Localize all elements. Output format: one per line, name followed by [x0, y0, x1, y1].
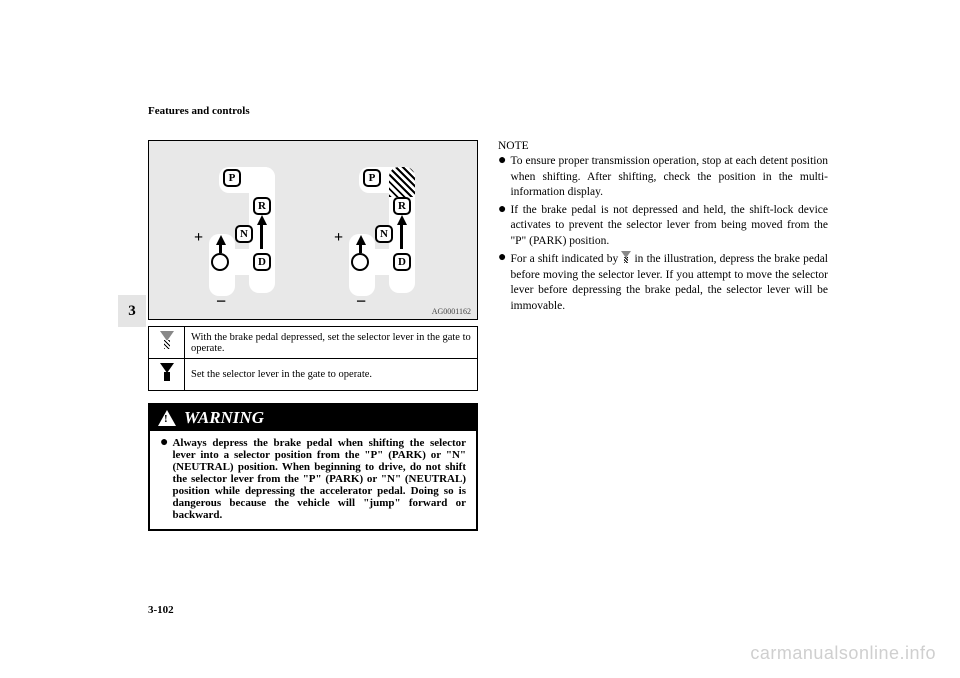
minus-label: −	[356, 291, 366, 312]
watermark: carmanualsonline.info	[750, 643, 936, 664]
table-row: With the brake pedal depressed, set the …	[149, 327, 478, 359]
gear-r-badge: R	[393, 197, 411, 215]
gear-n-badge: N	[235, 225, 253, 243]
hatched-down-arrow-icon	[621, 251, 631, 263]
note-text: For a shift indicated by in the illustra…	[510, 251, 828, 314]
gear-r-badge: R	[253, 197, 271, 215]
shifter-diagram: P R N D + − P R N	[148, 140, 478, 320]
shifter-knob-icon	[351, 253, 369, 271]
legend-table: With the brake pedal depressed, set the …	[148, 326, 478, 391]
arrow-icon	[356, 235, 366, 245]
page-number: 3-102	[148, 604, 174, 616]
gear-p-badge: P	[223, 169, 241, 187]
shifter-left: P R N D + −	[194, 159, 304, 299]
bullet-icon: ●	[498, 251, 506, 314]
arrow-icon	[216, 235, 226, 245]
right-column: NOTE ● To ensure proper transmission ope…	[498, 140, 828, 316]
arrow-icon	[257, 215, 267, 225]
shifter-right: P R N D + −	[334, 159, 444, 299]
chapter-tab: 3	[118, 295, 146, 327]
warning-body: ● Always depress the brake pedal when sh…	[150, 431, 476, 529]
warning-box: WARNING ● Always depress the brake pedal…	[148, 403, 478, 531]
section-header: Features and controls	[148, 105, 250, 117]
warning-header: WARNING	[150, 405, 476, 431]
arrow-icon	[397, 215, 407, 225]
note-item: ● To ensure proper transmission operatio…	[498, 154, 828, 201]
diagram-id: AG0001162	[432, 307, 471, 316]
table-row: Set the selector lever in the gate to op…	[149, 359, 478, 391]
legend-text: With the brake pedal depressed, set the …	[185, 327, 478, 359]
hatched-down-arrow-icon	[160, 331, 174, 349]
gear-d-badge: D	[393, 253, 411, 271]
solid-down-arrow-icon	[160, 363, 174, 381]
warning-heading-text: WARNING	[184, 408, 264, 428]
warning-triangle-icon	[158, 410, 176, 426]
hatched-region-icon	[389, 167, 415, 197]
warning-text: Always depress the brake pedal when shif…	[172, 437, 466, 521]
left-column: P R N D + − P R N	[148, 140, 478, 531]
gear-p-badge: P	[363, 169, 381, 187]
plus-label: +	[334, 229, 343, 247]
note-heading: NOTE	[498, 140, 828, 152]
bullet-icon: ●	[498, 154, 506, 201]
note-text: To ensure proper transmission operation,…	[510, 154, 828, 201]
minus-label: −	[216, 291, 226, 312]
note-item: ● If the brake pedal is not depressed an…	[498, 203, 828, 250]
shifter-knob-icon	[211, 253, 229, 271]
bullet-icon: ●	[160, 437, 168, 521]
plus-label: +	[194, 229, 203, 247]
page: Features and controls 3 P R N D + −	[0, 0, 960, 678]
gear-n-badge: N	[375, 225, 393, 243]
legend-text: Set the selector lever in the gate to op…	[185, 359, 478, 391]
note-item: ● For a shift indicated by in the illust…	[498, 251, 828, 314]
note-text: If the brake pedal is not depressed and …	[510, 203, 828, 250]
gear-d-badge: D	[253, 253, 271, 271]
bullet-icon: ●	[498, 203, 506, 250]
